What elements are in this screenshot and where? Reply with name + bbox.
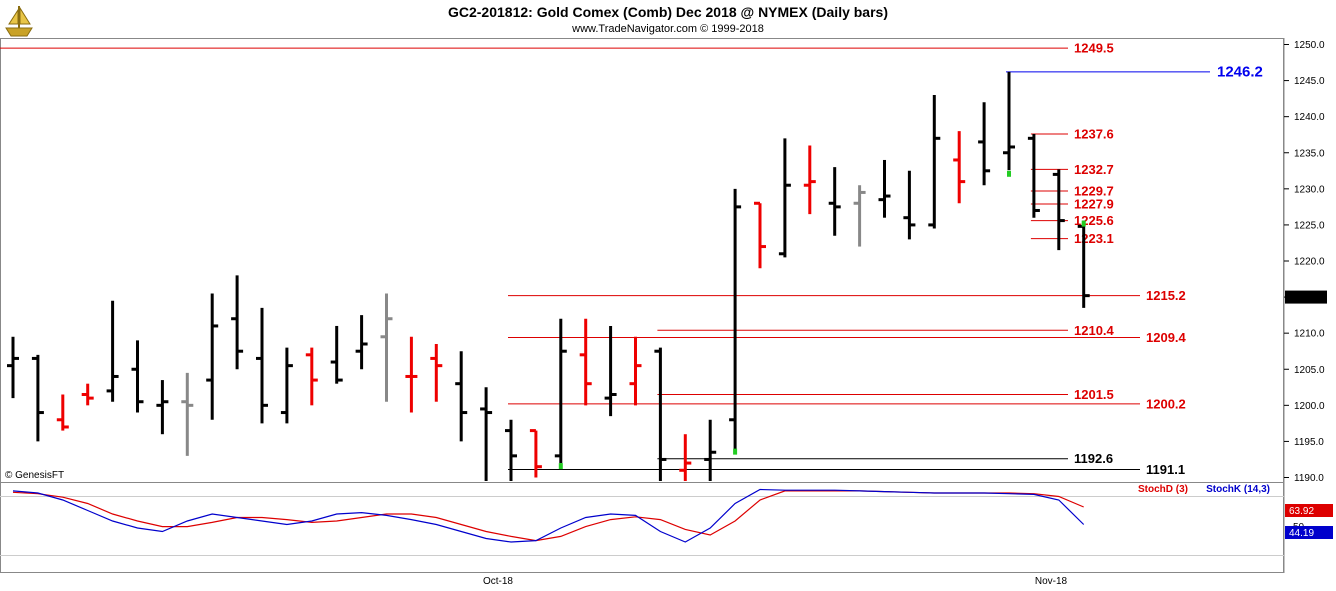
level-label: 1210.4 xyxy=(1074,323,1115,338)
ohlc-bar xyxy=(430,343,443,402)
level-label: 1223.1 xyxy=(1074,231,1114,246)
ohlc-bar xyxy=(803,145,816,215)
chart-subtitle: www.TradeNavigator.com © 1999-2018 xyxy=(571,23,764,35)
x-label-oct: Oct-18 xyxy=(483,576,513,587)
ohlc-bar xyxy=(355,315,368,370)
axis-tick-label: 1250.0 xyxy=(1294,40,1325,51)
ohlc-bar xyxy=(778,138,791,258)
level-label: 1209.4 xyxy=(1146,330,1187,345)
ohlc-bar xyxy=(978,102,991,186)
ohlc-bar xyxy=(729,188,742,453)
price-axis: 1190.0 1195.0 1200.0 1205.0 1210.0 1215.0 1220… xyxy=(1284,40,1327,484)
ohlc-bar xyxy=(928,95,941,229)
ohlc-bar xyxy=(131,340,144,413)
ohlc-bar xyxy=(554,318,567,464)
ohlc-bar xyxy=(56,394,69,431)
ohlc-bar xyxy=(654,347,667,481)
ohlc-bar xyxy=(629,336,642,406)
ohlc-bar xyxy=(679,434,692,481)
ohlc-bar xyxy=(853,185,866,247)
last-price-label: 1215.0 xyxy=(1289,293,1320,304)
level-label: 1191.1 xyxy=(1146,462,1185,477)
signal-tick xyxy=(733,448,738,455)
levels-layer: 1249.51246.21237.61232.71229.71227.91225… xyxy=(0,41,1263,477)
axis-tick-label: 1230.0 xyxy=(1294,184,1325,195)
level-label: 1229.7 xyxy=(1074,183,1114,198)
chart-title: GC2-201812: Gold Comex (Comb) Dec 2018 @… xyxy=(448,4,888,20)
ohlc-bar xyxy=(380,293,393,402)
signal-tick xyxy=(1081,220,1086,227)
level-label: 1200.2 xyxy=(1146,396,1186,411)
ohlc-bar xyxy=(704,419,717,481)
ohlc-bar xyxy=(505,419,517,481)
ohlc-bar xyxy=(305,347,318,406)
ohlc-bar xyxy=(579,318,592,406)
axis-tick-label: 1210.0 xyxy=(1294,329,1325,340)
ohlc-bar xyxy=(181,372,194,456)
ohlc-bar xyxy=(455,351,468,442)
ohlc-bar xyxy=(604,325,617,417)
ohlc-bar xyxy=(828,167,841,236)
axis-tick-label: 1220.0 xyxy=(1294,257,1325,268)
last-d-label: 63.92 xyxy=(1285,504,1333,517)
ohlc-bar xyxy=(405,336,418,413)
level-label: 1246.2 xyxy=(1217,63,1263,80)
axis-tick-label: 1200.0 xyxy=(1294,401,1325,412)
ohlc-bar xyxy=(953,131,966,204)
axis-tick-label: 1205.0 xyxy=(1294,365,1325,376)
ohlc-bar xyxy=(206,293,219,420)
level-label: 1227.9 xyxy=(1074,196,1114,211)
watermark: © GenesisFT xyxy=(5,470,64,481)
bars-layer xyxy=(7,71,1090,481)
golden-ship-icon xyxy=(5,6,33,37)
stoch-d-line xyxy=(12,490,1084,542)
axis-tick-label: 1225.0 xyxy=(1294,220,1325,231)
ohlc-bar xyxy=(231,275,244,370)
ohlc-bar xyxy=(106,300,119,402)
ohlc-bar xyxy=(903,170,916,240)
axis-tick-label: 1235.0 xyxy=(1294,148,1325,159)
ohlc-bar xyxy=(330,325,343,384)
stoch-k-line xyxy=(12,488,1085,543)
axis-tick-label: 1190.0 xyxy=(1294,473,1324,484)
legend-stoch-k: StochK (14,3) xyxy=(1206,484,1270,495)
ohlc-bar xyxy=(754,201,766,269)
axis-tick-label: 1240.0 xyxy=(1294,112,1325,123)
ohlc-bar xyxy=(31,354,44,442)
axis-tick-label: 1195.0 xyxy=(1294,437,1324,448)
x-label-nov: Nov-18 xyxy=(1035,576,1068,587)
last-k-label: 44.19 xyxy=(1285,526,1333,539)
level-label: 1232.7 xyxy=(1074,162,1114,177)
ohlc-bar xyxy=(480,387,493,481)
level-label: 1237.6 xyxy=(1074,126,1114,141)
ohlc-bar xyxy=(1003,71,1015,171)
legend-stoch-d: StochD (3) xyxy=(1138,484,1188,495)
level-label: 1249.5 xyxy=(1074,41,1114,56)
price-panel-frame xyxy=(0,38,1284,483)
header: GC2-201812: Gold Comex (Comb) Dec 2018 @… xyxy=(5,4,888,37)
indicator-layer xyxy=(12,488,1085,543)
ohlc-bar xyxy=(7,336,19,399)
svg-text:63.92: 63.92 xyxy=(1289,506,1314,517)
ohlc-bar xyxy=(256,307,268,424)
signal-tick xyxy=(558,463,563,470)
ohlc-bar xyxy=(1052,169,1065,251)
ohlc-bar xyxy=(529,429,542,478)
svg-text:44.19: 44.19 xyxy=(1289,528,1314,539)
level-label: 1192.6 xyxy=(1074,451,1113,466)
signal-tick xyxy=(1007,170,1011,177)
ohlc-bar xyxy=(280,347,293,424)
level-label: 1215.2 xyxy=(1146,288,1186,303)
ohlc-bar xyxy=(878,159,891,218)
ohlc-bar xyxy=(81,383,94,406)
last-price-box xyxy=(1285,290,1327,304)
ohlc-bar xyxy=(156,380,169,435)
ohlc-bar xyxy=(1027,133,1040,218)
level-label: 1201.5 xyxy=(1074,387,1114,402)
axis-tick-label: 1245.0 xyxy=(1294,76,1325,87)
